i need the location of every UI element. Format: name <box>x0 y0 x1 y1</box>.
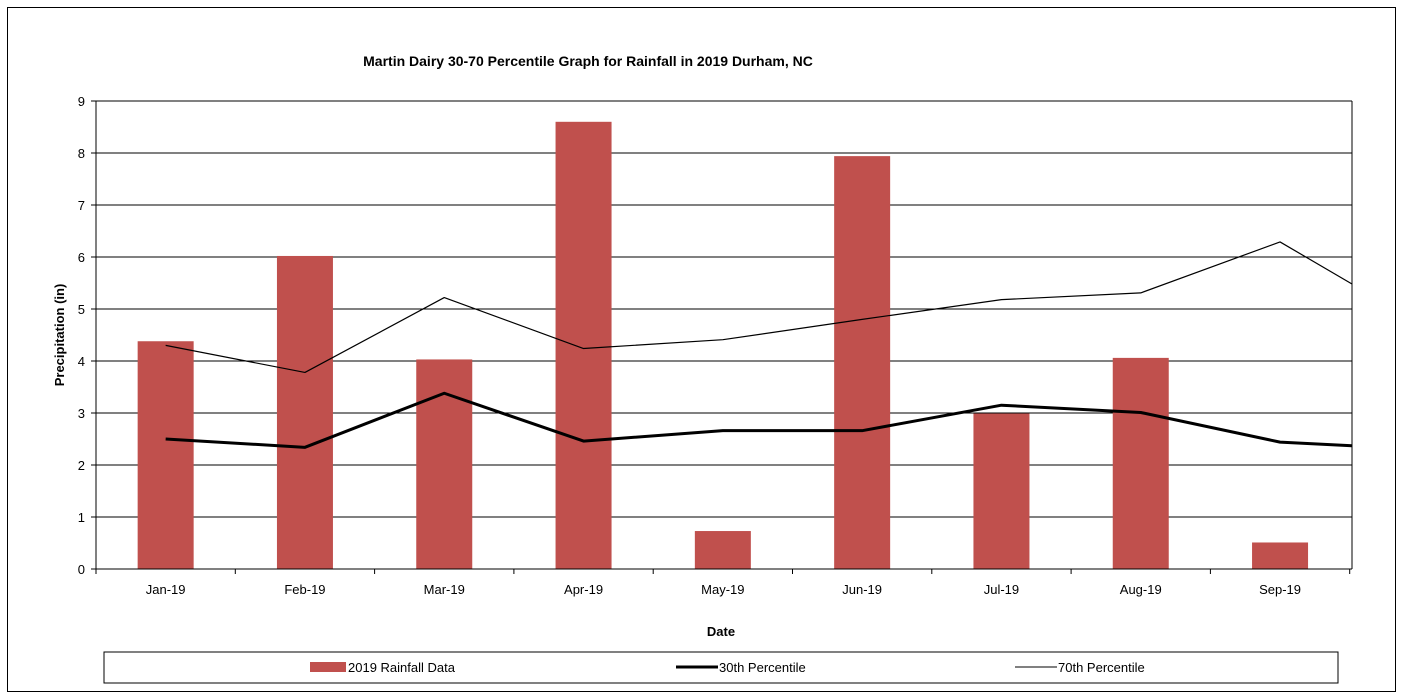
y-tick-label: 8 <box>78 146 85 161</box>
bar <box>1112 357 1169 569</box>
series-line <box>165 241 1353 374</box>
x-tick-label: Jun-19 <box>842 582 882 597</box>
chart-area <box>7 7 1396 692</box>
x-tick-label: Aug-19 <box>1120 582 1162 597</box>
legend: 2019 Rainfall Data 30th Percentile 70th … <box>103 651 1339 684</box>
x-tick-label: Apr-19 <box>564 582 603 597</box>
x-tick-label: May-19 <box>701 582 744 597</box>
y-tick-label: 5 <box>78 302 85 317</box>
y-tick-label: 6 <box>78 250 85 265</box>
bar <box>1252 542 1309 569</box>
y-tick-label: 2 <box>78 458 85 473</box>
series-line <box>165 391 1353 449</box>
legend-label-70th: 70th Percentile <box>1058 660 1145 675</box>
bar <box>694 531 751 569</box>
legend-box <box>103 651 1339 684</box>
tick-labels: 0 1 2 3 4 5 6 7 8 9 Jan-19 Feb-19 Mar-19 Apr-19 May-19… <box>78 94 1301 597</box>
bar <box>555 121 612 570</box>
y-tick-label: 7 <box>78 198 85 213</box>
legend-label-rainfall: 2019 Rainfall Data <box>348 660 456 675</box>
bar <box>276 255 333 569</box>
legend-label-30th: 30th Percentile <box>719 660 806 675</box>
chart-title: Martin Dairy 30-70 Percentile Graph for … <box>363 53 813 69</box>
legend-swatch-rainfall <box>310 662 346 672</box>
x-axis-title: Date <box>707 624 735 639</box>
y-axis-title: Precipitation (in) <box>52 284 67 387</box>
bars <box>137 121 1309 570</box>
y-tick-label: 4 <box>78 354 85 369</box>
x-tick-label: Sep-19 <box>1259 582 1301 597</box>
y-tick-label: 0 <box>78 562 85 577</box>
x-tick-label: Mar-19 <box>424 582 465 597</box>
x-tick-label: Jul-19 <box>984 582 1019 597</box>
y-tick-label: 9 <box>78 94 85 109</box>
y-tick-label: 3 <box>78 406 85 421</box>
axes <box>91 100 1353 574</box>
y-tick-label: 1 <box>78 510 85 525</box>
bar <box>973 413 1030 569</box>
bar <box>416 359 473 569</box>
bar <box>834 156 891 569</box>
lines <box>165 241 1353 449</box>
x-tick-label: Jan-19 <box>146 582 186 597</box>
x-tick-label: Feb-19 <box>284 582 325 597</box>
bar <box>137 341 194 569</box>
